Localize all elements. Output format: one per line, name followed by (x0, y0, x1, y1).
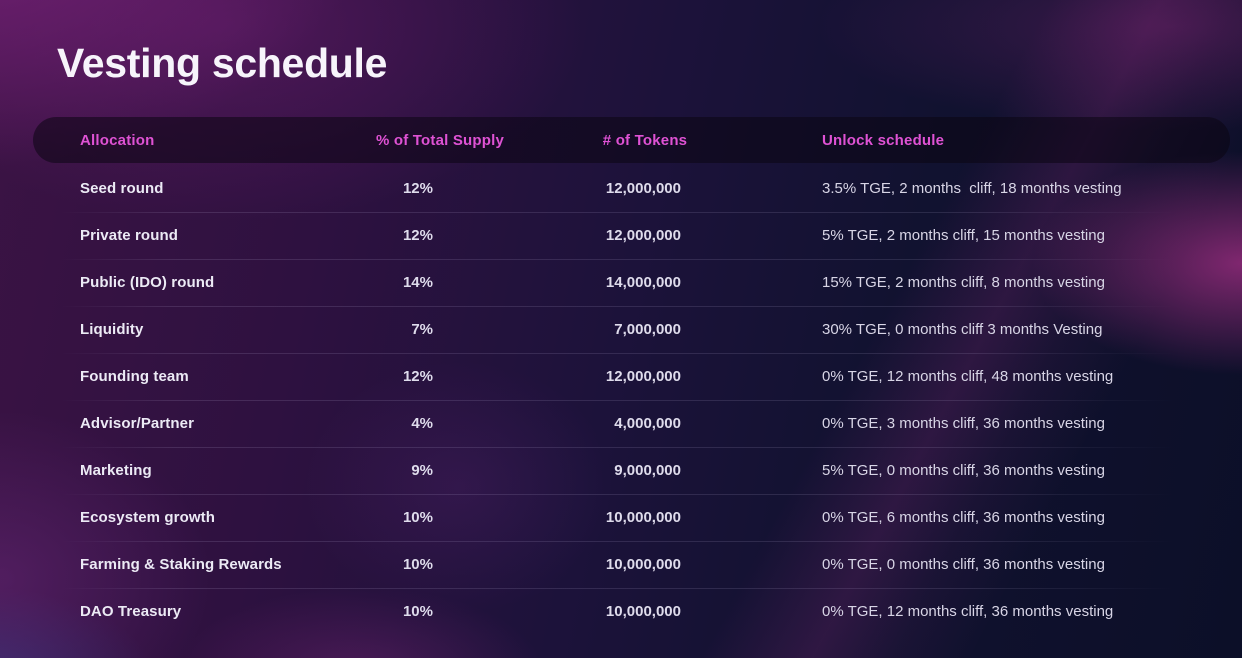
num-tokens-cell: 12,000,000 (605, 368, 681, 385)
unlock-schedule-cell: 15% TGE, 2 months cliff, 8 months vestin… (822, 274, 1105, 291)
table-row: Ecosystem growth 10% 10,000,000 0% TGE, … (33, 494, 1230, 541)
unlock-schedule-cell: 5% TGE, 0 months cliff, 36 months vestin… (822, 462, 1105, 479)
allocation-cell: Farming & Staking Rewards (80, 556, 282, 573)
num-tokens-cell: 9,000,000 (614, 462, 681, 479)
unlock-schedule-cell: 5% TGE, 2 months cliff, 15 months vestin… (822, 227, 1105, 244)
unlock-schedule-cell: 0% TGE, 12 months cliff, 48 months vesti… (822, 368, 1114, 385)
pct-supply-cell: 12% (402, 180, 433, 197)
num-tokens-cell: 4,000,000 (614, 415, 681, 432)
allocation-cell: Advisor/Partner (80, 415, 195, 432)
pct-supply-cell: 12% (402, 368, 433, 385)
num-tokens-cell: 14,000,000 (605, 274, 681, 291)
unlock-schedule-cell: 0% TGE, 6 months cliff, 36 months vestin… (822, 509, 1105, 526)
allocation-cell: Marketing (80, 462, 152, 479)
unlock-schedule-cell: 3.5% TGE, 2 months cliff, 18 months vest… (822, 180, 1122, 197)
table-row: Founding team 12% 12,000,000 0% TGE, 12 … (33, 353, 1230, 400)
unlock-schedule-cell: 0% TGE, 12 months cliff, 36 months vesti… (822, 603, 1114, 620)
allocation-cell: Founding team (80, 368, 189, 385)
num-tokens-cell: 10,000,000 (605, 603, 681, 620)
table-body: Seed round 12% 12,000,000 3.5% TGE, 2 mo… (33, 163, 1230, 635)
pct-supply-cell: 10% (402, 603, 433, 620)
table-row: Seed round 12% 12,000,000 3.5% TGE, 2 mo… (33, 165, 1230, 212)
allocation-cell: Ecosystem growth (80, 509, 215, 526)
num-tokens-cell: 12,000,000 (605, 180, 681, 197)
pct-supply-cell: 10% (402, 556, 433, 573)
pct-supply-cell: 14% (402, 274, 433, 291)
allocation-cell: Public (IDO) round (80, 274, 215, 291)
allocation-cell: Private round (80, 227, 178, 244)
table-row: Advisor/Partner 4% 4,000,000 0% TGE, 3 m… (33, 400, 1230, 447)
unlock-schedule-cell: 0% TGE, 3 months cliff, 36 months vestin… (822, 415, 1105, 432)
allocation-cell: DAO Treasury (80, 603, 182, 620)
num-tokens-cell: 7,000,000 (614, 321, 681, 338)
column-header-num-tokens: # of Tokens (602, 131, 688, 149)
pct-supply-cell: 9% (411, 462, 433, 479)
pct-supply-cell: 12% (402, 227, 433, 244)
table-row: DAO Treasury 10% 10,000,000 0% TGE, 12 m… (33, 588, 1230, 635)
table-row: Private round 12% 12,000,000 5% TGE, 2 m… (33, 212, 1230, 259)
column-header-allocation: Allocation (80, 131, 155, 149)
allocation-cell: Seed round (80, 180, 164, 197)
table-row: Liquidity 7% 7,000,000 30% TGE, 0 months… (33, 306, 1230, 353)
num-tokens-cell: 10,000,000 (605, 509, 681, 526)
table-row: Marketing 9% 9,000,000 5% TGE, 0 months … (33, 447, 1230, 494)
table-row: Public (IDO) round 14% 14,000,000 15% TG… (33, 259, 1230, 306)
page-title: Vesting schedule (57, 40, 388, 86)
pct-supply-cell: 7% (411, 321, 433, 338)
num-tokens-cell: 12,000,000 (605, 227, 681, 244)
num-tokens-cell: 10,000,000 (605, 556, 681, 573)
table-header-row: Allocation % of Total Supply # of Tokens… (33, 117, 1230, 163)
column-header-pct-supply: % of Total Supply (375, 131, 505, 149)
pct-supply-cell: 4% (411, 415, 433, 432)
allocation-cell: Liquidity (80, 321, 144, 338)
column-header-unlock-schedule: Unlock schedule (822, 131, 945, 149)
unlock-schedule-cell: 0% TGE, 0 months cliff, 36 months vestin… (822, 556, 1105, 573)
unlock-schedule-cell: 30% TGE, 0 months cliff 3 months Vesting (822, 321, 1103, 338)
table-row: Farming & Staking Rewards 10% 10,000,000… (33, 541, 1230, 588)
pct-supply-cell: 10% (402, 509, 433, 526)
vesting-table: Allocation % of Total Supply # of Tokens… (33, 117, 1230, 635)
